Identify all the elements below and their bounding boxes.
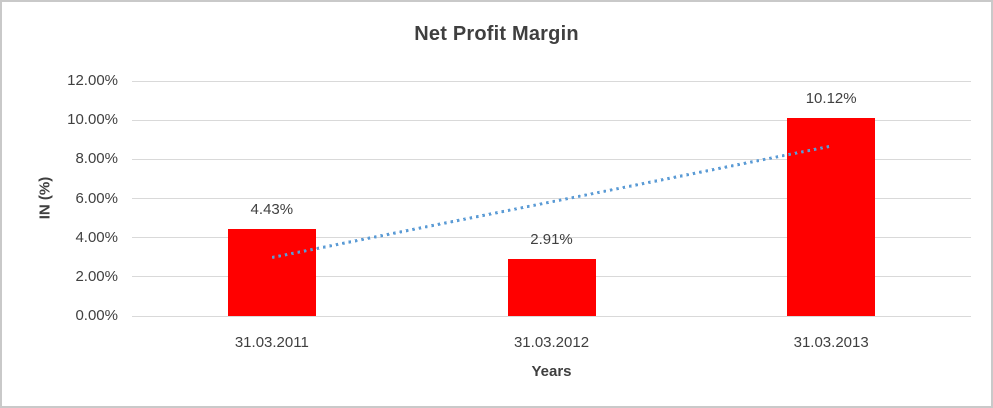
bar [227, 229, 316, 316]
gridline [132, 80, 971, 82]
bar [787, 117, 876, 316]
gridline [132, 119, 971, 121]
x-tick-label: 31.03.2013 [793, 334, 869, 351]
x-tick-label: 31.03.2011 [234, 334, 309, 351]
x-tick-label: 31.03.2012 [513, 334, 590, 351]
y-tick-label: 10.00% [67, 111, 118, 129]
y-tick-label: 0.00% [75, 307, 118, 324]
y-tick-label: 2.00% [75, 267, 118, 285]
gridline [132, 315, 971, 317]
x-axis-title: Years [531, 363, 572, 380]
data-label: 4.43% [250, 201, 294, 219]
chart-title: Net Profit Margin [414, 23, 579, 45]
bar [507, 259, 596, 316]
data-label: 10.12% [805, 89, 857, 107]
y-tick-label: 12.00% [67, 72, 118, 89]
y-tick-label: 4.00% [75, 228, 118, 246]
gridline [132, 158, 971, 160]
gridline [132, 198, 971, 199]
y-tick-label: 8.00% [75, 150, 118, 168]
y-tick-label: 6.00% [75, 189, 118, 207]
gridline [132, 237, 971, 239]
data-label: 2.91% [530, 231, 573, 248]
